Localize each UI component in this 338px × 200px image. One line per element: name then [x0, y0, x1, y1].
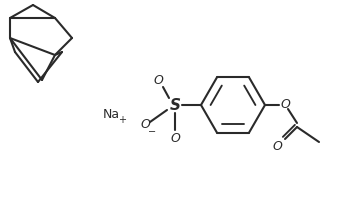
Text: O: O: [170, 132, 180, 144]
Text: O: O: [153, 73, 163, 86]
Text: −: −: [148, 127, 156, 137]
Text: +: +: [118, 115, 126, 125]
Text: Na: Na: [103, 108, 120, 121]
Text: S: S: [169, 98, 180, 112]
Text: O: O: [272, 140, 282, 154]
Text: O: O: [140, 118, 150, 132]
Text: O: O: [280, 98, 290, 112]
